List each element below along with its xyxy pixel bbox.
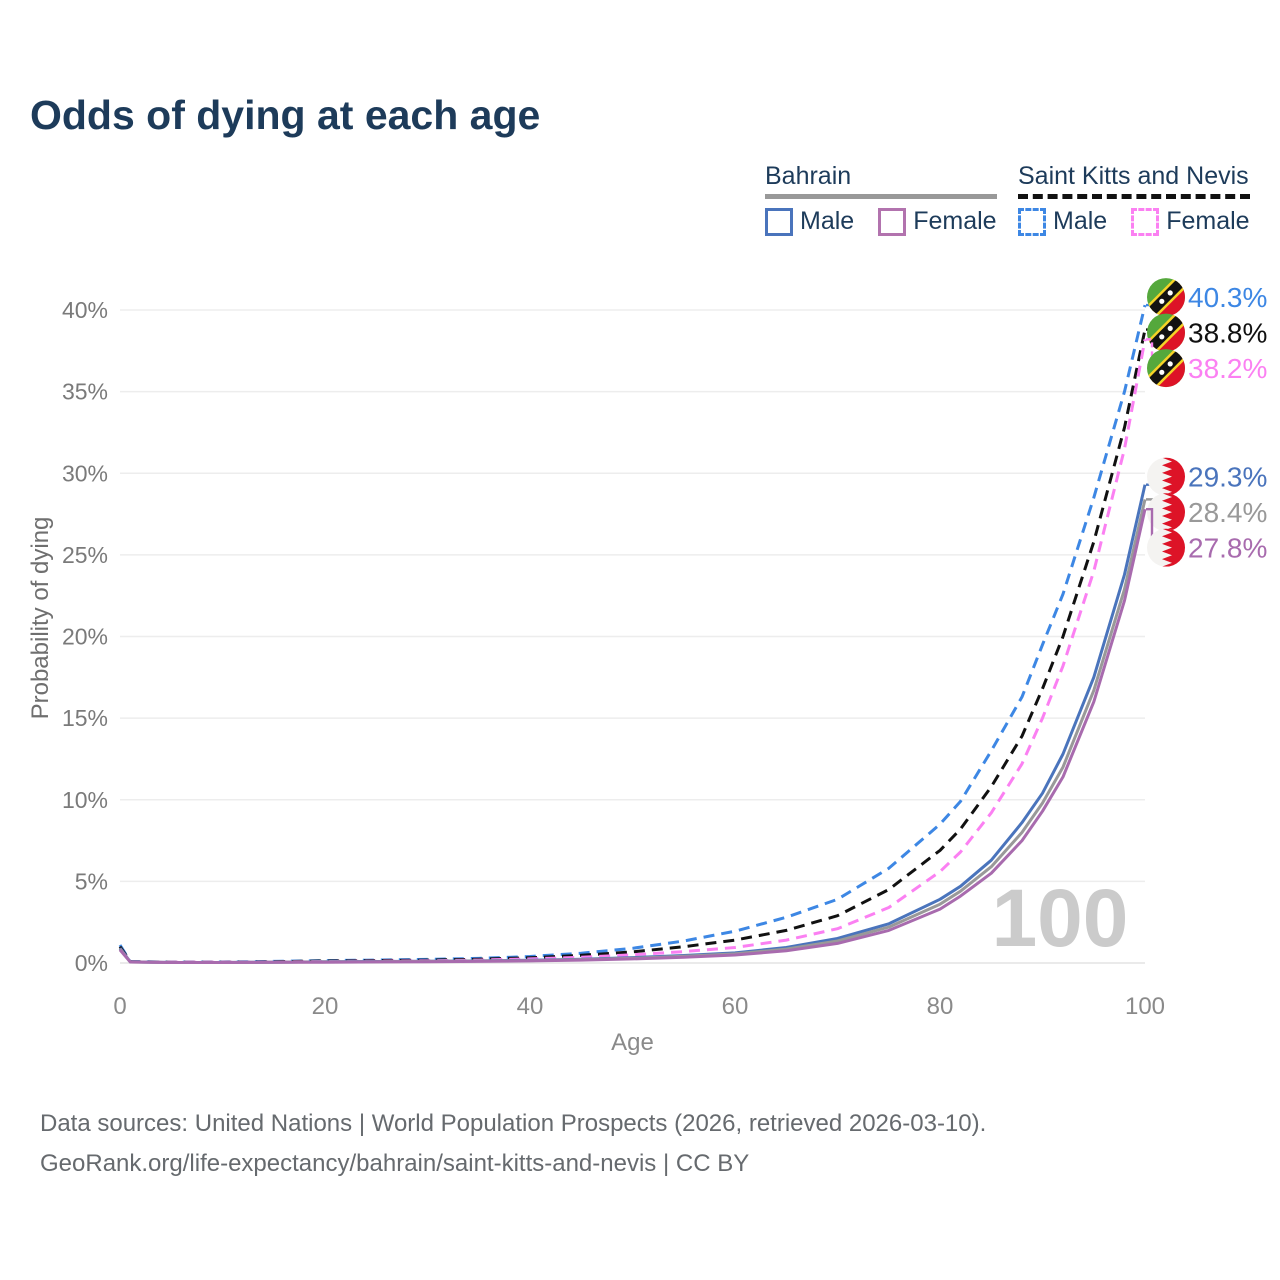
end-value-label: 27.8% bbox=[1188, 533, 1267, 564]
series-line-skn-female[interactable] bbox=[118, 339, 1147, 964]
page-title: Odds of dying at each age bbox=[30, 92, 541, 138]
legend-item-skn-male[interactable]: Male bbox=[1018, 207, 1107, 236]
y-tick-label: 5% bbox=[75, 868, 108, 894]
y-tick-label: 30% bbox=[62, 460, 108, 486]
end-value-label: 38.2% bbox=[1188, 353, 1267, 384]
legend-label: Male bbox=[1053, 207, 1108, 235]
bahrain-female-swatch-icon bbox=[878, 207, 907, 236]
gridlines bbox=[120, 309, 1145, 964]
y-tick-label: 35% bbox=[62, 379, 108, 405]
end-value-label: 38.8% bbox=[1188, 318, 1267, 349]
legend-country-saint-kitts-and-nevis: Saint Kitts and Nevis bbox=[1018, 162, 1250, 199]
end-value-label: 28.4% bbox=[1188, 497, 1267, 528]
y-tick-label: 40% bbox=[62, 297, 108, 323]
legend-item-bahrain-female[interactable]: Female bbox=[878, 207, 997, 236]
y-axis-title: Probability of dying bbox=[27, 517, 54, 720]
legend-item-skn-female[interactable]: Female bbox=[1131, 207, 1250, 236]
footer-line-2: GeoRank.org/life-expectancy/bahrain/sain… bbox=[40, 1150, 750, 1177]
end-value-label: 40.3% bbox=[1188, 282, 1267, 313]
age-watermark: 100 bbox=[992, 873, 1129, 964]
legend-label: Female bbox=[1166, 207, 1250, 235]
skn-female-swatch-icon bbox=[1131, 207, 1160, 236]
x-tick-label: 60 bbox=[722, 993, 749, 1020]
x-tick-label: 100 bbox=[1125, 993, 1165, 1020]
y-tick-label: 15% bbox=[62, 705, 108, 731]
data-sources-footer: Data sources: United Nations | World Pop… bbox=[40, 1104, 986, 1184]
end-value-label: 29.3% bbox=[1188, 462, 1267, 493]
bahrain-flag-icon bbox=[1146, 457, 1186, 497]
y-tick-label: 20% bbox=[62, 624, 108, 650]
x-tick-label: 0 bbox=[113, 993, 126, 1020]
legend-label: Male bbox=[800, 207, 855, 235]
y-tick-label: 25% bbox=[62, 542, 108, 568]
y-tick-label: 10% bbox=[62, 787, 108, 813]
bahrain-male-swatch-icon bbox=[765, 207, 793, 236]
x-axis-title: Age bbox=[611, 1029, 654, 1056]
saint-kitts-and-nevis-flag-icon bbox=[1145, 276, 1187, 318]
legend-label: Female bbox=[913, 207, 997, 235]
series-line-skn-male[interactable] bbox=[118, 304, 1147, 964]
y-tick-label: 0% bbox=[75, 950, 108, 976]
legend-group-bahrain: Bahrain Male Female bbox=[765, 162, 997, 236]
skn-male-swatch-icon bbox=[1018, 207, 1046, 236]
x-tick-label: 40 bbox=[517, 993, 544, 1020]
x-tick-label: 20 bbox=[312, 993, 339, 1020]
series-lines bbox=[118, 304, 1147, 964]
series-line-bh-female[interactable] bbox=[118, 508, 1147, 964]
end-labels: 40.3% 38.8% 38.2% 29.3% 28.4% 27.8% bbox=[1145, 276, 1267, 568]
footer-line-1: Data sources: United Nations | World Pop… bbox=[40, 1110, 987, 1137]
legend-group-saint-kitts-and-nevis: Saint Kitts and Nevis Male Female bbox=[1018, 162, 1250, 236]
legend-item-bahrain-male[interactable]: Male bbox=[765, 207, 854, 236]
x-tick-label: 80 bbox=[927, 993, 954, 1020]
age-watermark-text: 100 bbox=[992, 873, 1129, 964]
legend-country-bahrain: Bahrain bbox=[765, 162, 997, 199]
axes: 0% 5% 10% 15% 20% 25% 30% 35% 40% 0 20 40 60 80 100 Age… bbox=[27, 297, 1165, 1056]
